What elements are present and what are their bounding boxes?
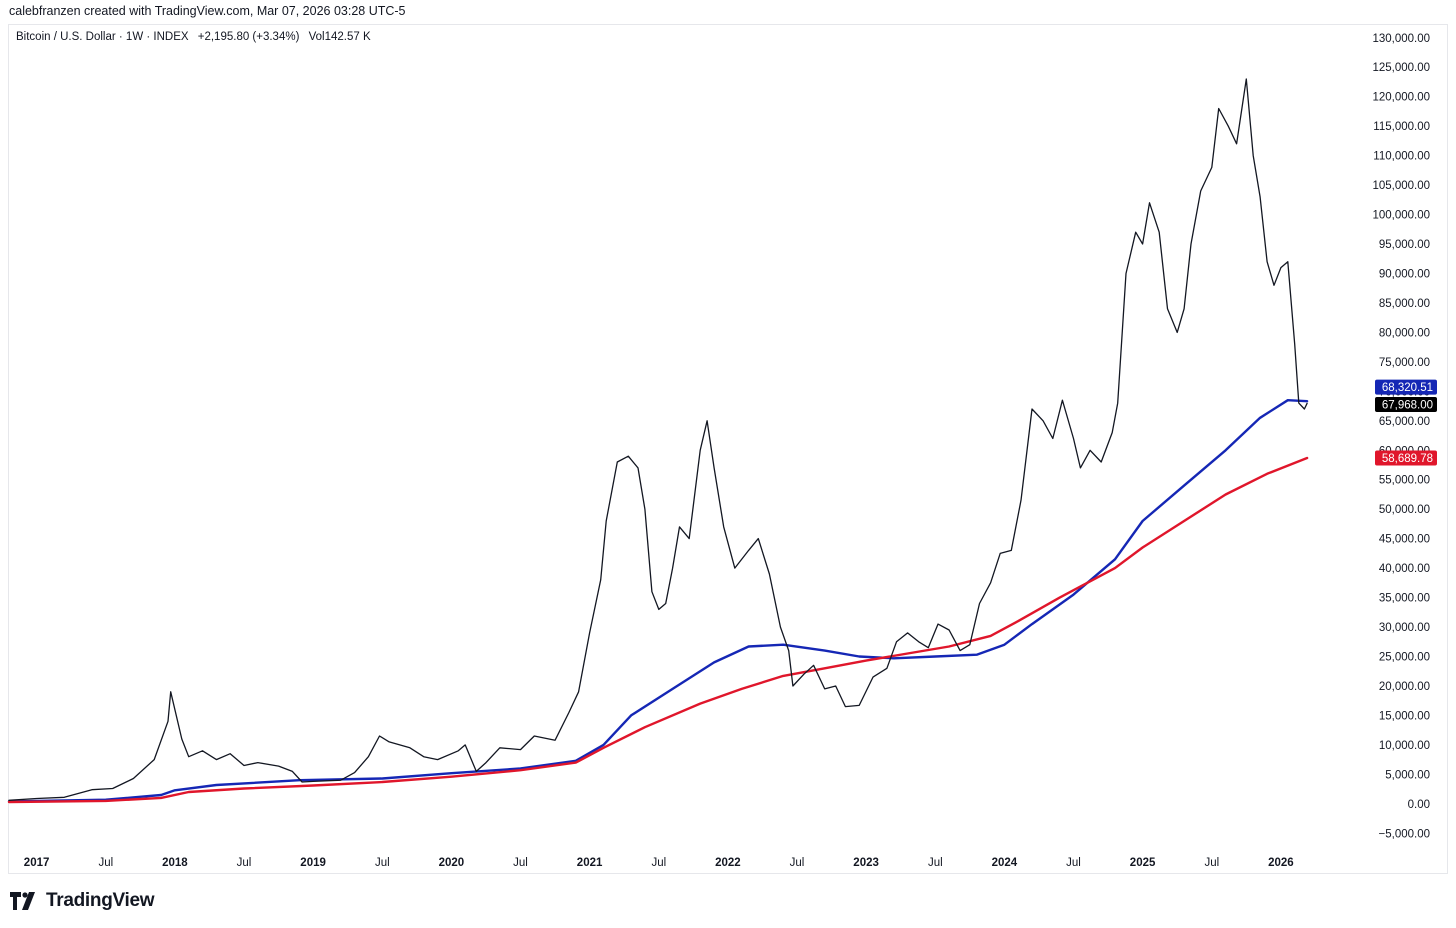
price-change: +2,195.80 (+3.34%) (197, 31, 300, 43)
moving-average-red-series (7, 456, 1309, 804)
time-axis-tick-label: Jul (98, 857, 113, 869)
time-axis-tick-label: 2025 (1130, 857, 1156, 869)
chart-credit: calebfranzen created with TradingView.co… (9, 4, 406, 18)
time-axis-tick-label: 2022 (715, 857, 741, 869)
price-axis-tick-label: 20,000.00 (1379, 681, 1430, 693)
moving-average-line (7, 399, 1309, 803)
price-axis-tick-label: 105,000.00 (1372, 180, 1430, 192)
time-axis[interactable]: 2017 Jul 2018 Jul 2019 Jul 2020 Jul 2021 Jul 2022 J… (24, 857, 1294, 869)
time-axis-tick-label: Jul (513, 857, 528, 869)
price-axis-tick-label: −5,000.00 (1379, 828, 1430, 840)
last-price-badge: 67,968.00 (1382, 400, 1433, 412)
symbol-legend[interactable]: Bitcoin / U.S. Dollar · 1W · INDEX +2,19… (16, 31, 377, 43)
time-axis-tick-label: Jul (928, 857, 943, 869)
tradingview-branding[interactable]: TradingView (10, 890, 155, 912)
time-axis-tick-label: Jul (1204, 857, 1219, 869)
time-axis-tick-label: 2019 (300, 857, 326, 869)
price-axis-tick-label: 0.00 (1408, 799, 1430, 811)
price-line (8, 78, 1308, 801)
price-axis-tick-label: 115,000.00 (1373, 121, 1430, 133)
time-axis-tick-label: Jul (790, 857, 805, 869)
price-axis-tick-label: 25,000.00 (1379, 652, 1430, 664)
price-axis-tick-label: 15,000.00 (1379, 710, 1430, 722)
last-value-badges: 68,320.51 67,968.00 58,689.78 (1375, 379, 1437, 466)
time-axis-tick-label: Jul (237, 857, 252, 869)
price-axis-tick-label: 95,000.00 (1379, 239, 1430, 251)
moving-average-line (7, 456, 1309, 804)
red-ma-value-badge: 58,689.78 (1382, 453, 1433, 465)
price-axis-tick-label: 30,000.00 (1379, 622, 1430, 634)
price-axis-tick-label: 120,000.00 (1372, 92, 1430, 104)
price-axis-tick-label: 50,000.00 (1379, 504, 1430, 516)
price-axis-tick-label: 130,000.00 (1372, 33, 1430, 45)
price-axis-tick-label: 80,000.00 (1379, 327, 1430, 339)
price-axis-tick-label: 40,000.00 (1379, 563, 1430, 575)
price-axis-tick-label: 125,000.00 (1372, 62, 1430, 74)
time-axis-tick-label: Jul (375, 857, 390, 869)
price-axis-tick-label: 75,000.00 (1379, 357, 1430, 369)
price-axis[interactable]: −5,000.00 0.00 5,000.00 10,000.00 15,000.00 2… (1372, 33, 1430, 841)
time-axis-tick-label: Jul (1066, 857, 1081, 869)
blue-ma-value-badge: 68,320.51 (1382, 382, 1433, 394)
volume-value: Vol142.57 K (308, 31, 371, 43)
last-price-badge-bg (1375, 397, 1437, 412)
price-axis-tick-label: 65,000.00 (1379, 416, 1430, 428)
moving-average-blue-series (7, 399, 1309, 803)
price-series (8, 78, 1308, 801)
time-axis-tick-label: 2021 (577, 857, 603, 869)
time-axis-tick-label: Jul (651, 857, 666, 869)
symbol-info: Bitcoin / U.S. Dollar · 1W · INDEX (16, 31, 189, 43)
time-axis-tick-label: 2026 (1268, 857, 1294, 869)
price-axis-tick-label: 5,000.00 (1385, 769, 1430, 781)
price-axis-tick-label: 55,000.00 (1379, 475, 1430, 487)
price-axis-tick-label: 110,000.00 (1373, 151, 1430, 163)
time-axis-tick-label: 2018 (162, 857, 188, 869)
tradingview-wordmark: TradingView (46, 890, 155, 911)
chart-frame[interactable] (8, 24, 1448, 874)
price-axis-tick-label: 45,000.00 (1379, 534, 1430, 546)
blue-ma-value-badge-bg (1375, 379, 1437, 395)
price-axis-tick-label: 10,000.00 (1379, 740, 1430, 752)
price-axis-tick-label: 90,000.00 (1379, 269, 1430, 281)
red-ma-value-badge-bg (1375, 450, 1437, 466)
time-axis-tick-label: 2023 (853, 857, 879, 869)
time-axis-tick-label: 2020 (439, 857, 465, 869)
price-axis-tick-label: 85,000.00 (1379, 298, 1430, 310)
price-axis-tick-label: 100,000.00 (1372, 210, 1430, 222)
tradingview-logo-icon (10, 892, 35, 910)
time-axis-tick-label: 2024 (992, 857, 1018, 869)
time-axis-tick-label: 2017 (24, 857, 50, 869)
price-axis-tick-label: 35,000.00 (1379, 593, 1430, 605)
